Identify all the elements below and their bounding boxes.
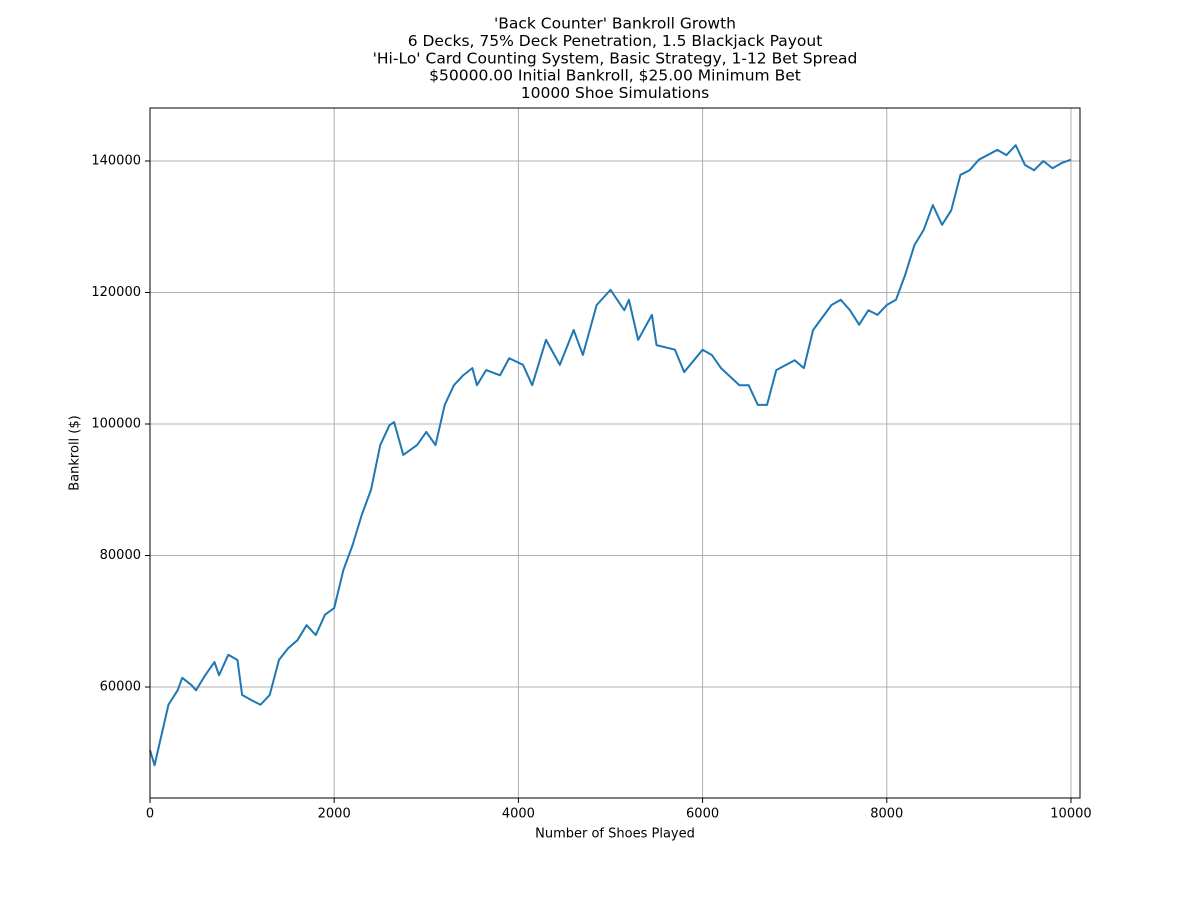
y-tick-label: 60000 (100, 680, 141, 695)
x-tick-label: 4000 (502, 807, 535, 822)
y-axis-label: Bankroll ($) (68, 415, 83, 490)
chart-title: 10000 Shoe Simulations (521, 84, 709, 102)
y-tick-label: 80000 (100, 548, 141, 563)
y-tick-label: 140000 (91, 154, 141, 169)
chart-title: 'Hi-Lo' Card Counting System, Basic Stra… (373, 49, 858, 67)
y-tick-label: 100000 (91, 417, 141, 432)
chart-title: 'Back Counter' Bankroll Growth (494, 15, 736, 33)
chart-title: 6 Decks, 75% Deck Penetration, 1.5 Black… (408, 32, 823, 50)
x-tick-label: 10000 (1050, 807, 1091, 822)
x-tick-label: 6000 (686, 807, 719, 822)
x-axis-label: Number of Shoes Played (535, 827, 695, 842)
chart-title: $50000.00 Initial Bankroll, $25.00 Minim… (429, 67, 801, 85)
x-tick-label: 8000 (870, 807, 903, 822)
plot-frame (149, 107, 1081, 799)
x-tick-label: 2000 (318, 807, 351, 822)
y-tick-label: 120000 (91, 285, 141, 300)
x-tick-label: 0 (146, 807, 154, 822)
data-line (149, 144, 1072, 767)
